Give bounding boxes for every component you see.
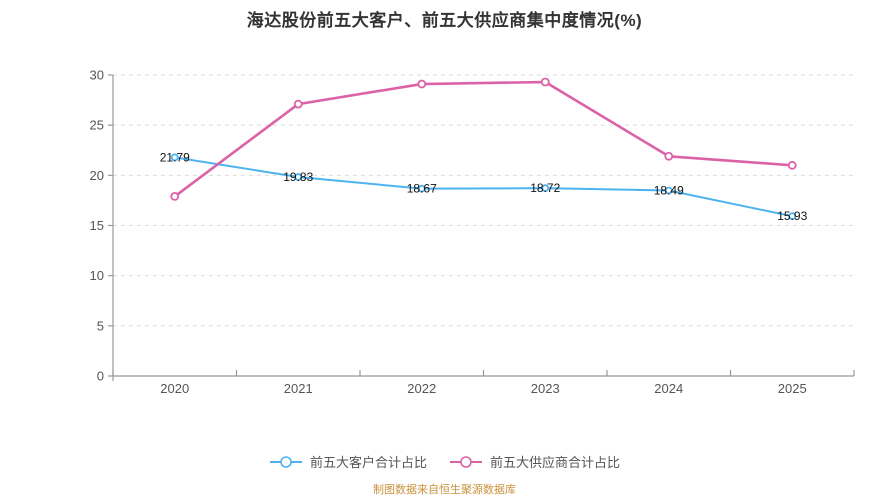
x-tick-label: 2020 [160,381,189,396]
data-point[interactable] [294,173,303,181]
x-tick-label: 2022 [407,381,436,396]
chart-title: 海达股份前五大客户、前五大供应商集中度情况(%) [246,11,643,30]
data-point-label: 19.83 [283,170,313,184]
x-tick-label: 2025 [778,381,807,396]
data-point[interactable] [664,186,673,195]
data-point[interactable] [170,192,180,201]
data-point[interactable] [170,153,179,162]
y-tick-label: 30 [90,68,104,83]
data-point[interactable] [664,151,674,161]
legend-item-top5-suppliers[interactable]: 前五大供应商合计占比 [449,452,620,471]
series-line-1 [173,156,794,218]
data-point-label: 18.49 [654,183,684,197]
data-point-label: 15.93 [777,209,807,223]
chart-legend: 前五大客户合计占比 前五大供应商合计占比 [0,452,889,471]
legend-label-top5-customers: 前五大客户合计占比 [309,455,427,470]
data-point-label: 21.79 [160,150,190,164]
x-tick-label: 2024 [654,381,683,396]
x-tick-label: 2021 [284,381,313,396]
line-circle-marker-icon [269,455,302,468]
data-point[interactable] [540,77,550,87]
y-tick-label: 5 [97,318,104,333]
legend-item-top5-customers[interactable]: 前五大客户合计占比 [269,452,427,471]
data-point[interactable] [293,99,303,109]
data-point-label: 18.72 [530,181,560,195]
series-line-2 [173,80,794,198]
legend-label-top5-suppliers: 前五大供应商合计占比 [490,455,621,470]
x-tick-label: 2023 [531,381,560,396]
y-tick-label: 25 [90,118,104,133]
data-point[interactable] [417,79,427,89]
data-point[interactable] [788,212,797,221]
y-tick-label: 0 [97,369,104,384]
data-point[interactable] [787,160,797,170]
data-point[interactable] [541,184,550,193]
data-point[interactable] [417,184,426,193]
y-tick-label: 10 [90,268,104,283]
y-tick-label: 20 [90,168,104,183]
line-circle-marker-icon [450,455,482,468]
y-tick-label: 15 [90,218,104,233]
data-source-note: 制图数据来自恒生聚源数据库 [373,484,516,496]
data-point-label: 18.67 [407,182,437,196]
